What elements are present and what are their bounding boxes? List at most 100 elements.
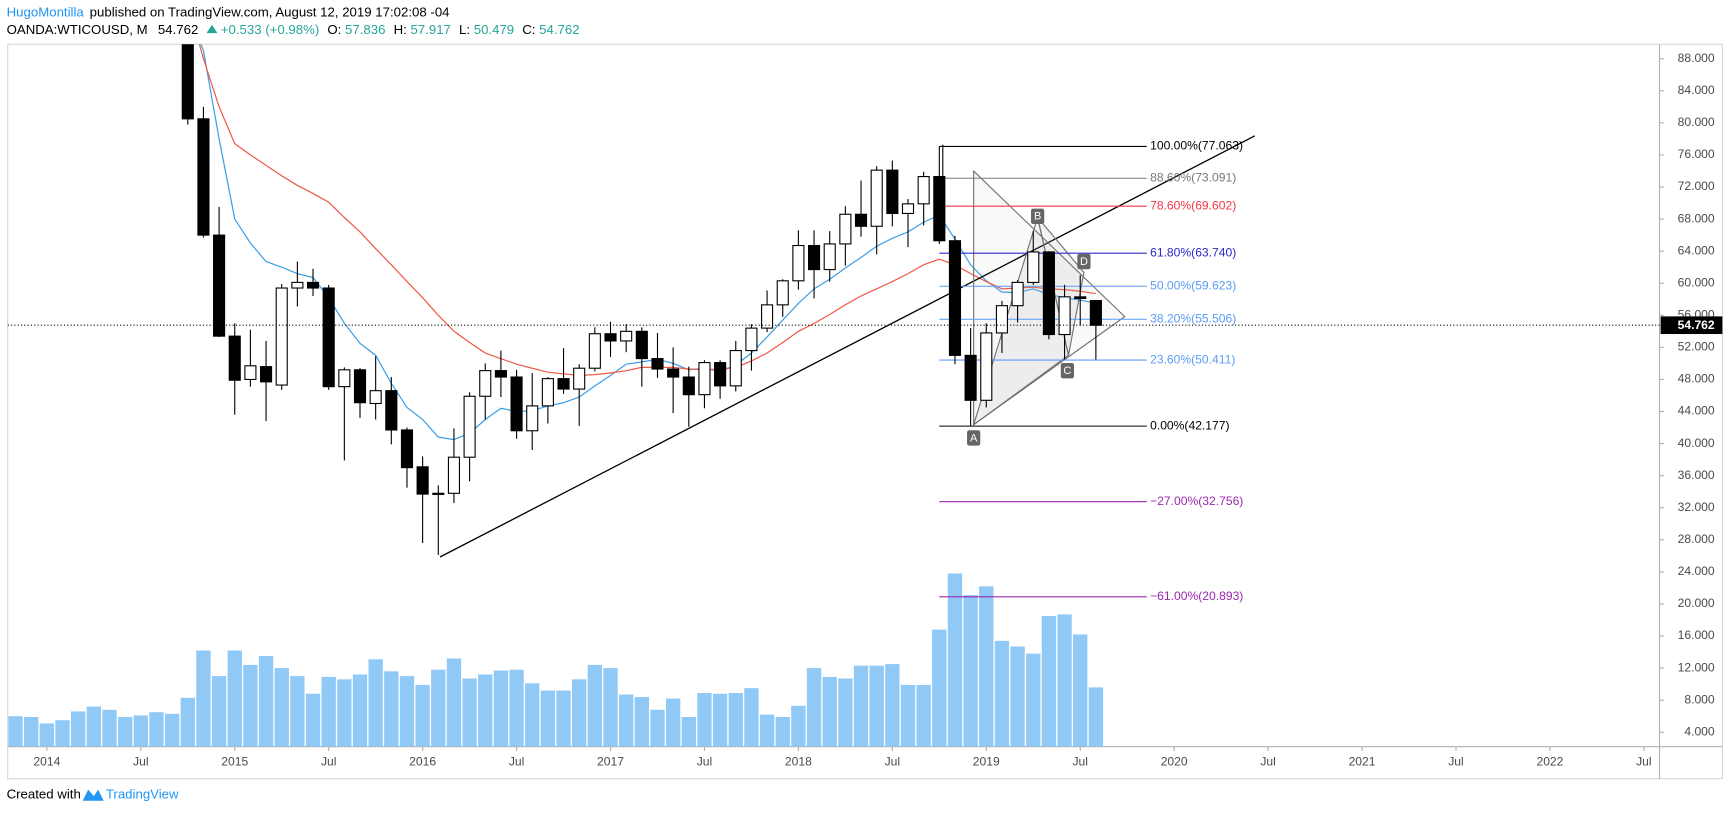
y-tick-label: 88.000 bbox=[1678, 51, 1715, 65]
x-tick-label: 2020 bbox=[1161, 754, 1188, 768]
fib-label: 0.00%(42.177) bbox=[1150, 418, 1229, 432]
volume-bar bbox=[619, 694, 634, 747]
candle-body bbox=[479, 370, 492, 397]
volume-bar bbox=[196, 650, 211, 747]
volume-bar bbox=[1088, 687, 1104, 747]
fib-label: 88.60%(73.091) bbox=[1150, 170, 1236, 184]
x-tick-label: 2014 bbox=[33, 754, 60, 768]
candle-body bbox=[839, 213, 852, 245]
fib-layer: 100.00%(77.063) 88.60%(73.091) 78.60%(69.6… bbox=[939, 139, 1243, 603]
x-tick-label: Jul bbox=[885, 754, 900, 768]
volume-bar bbox=[681, 717, 696, 747]
y-tick-label: 60.000 bbox=[1678, 275, 1715, 289]
volume-bar bbox=[227, 650, 242, 747]
volume-bar bbox=[24, 717, 39, 747]
symbol: OANDA:WTICOUSD, M bbox=[7, 21, 148, 36]
fib-label: 50.00%(59.623) bbox=[1150, 278, 1236, 292]
candle-body bbox=[917, 176, 930, 205]
candle-body bbox=[541, 378, 554, 407]
candle-body bbox=[291, 281, 304, 289]
volume-bar bbox=[274, 668, 289, 747]
x-tick-label: Jul bbox=[1072, 754, 1087, 768]
y-tick-label: 84.000 bbox=[1678, 83, 1715, 97]
volume-bar bbox=[102, 709, 117, 747]
change: +0.533 (+0.98%) bbox=[221, 21, 319, 36]
volume-bar bbox=[368, 659, 383, 747]
candle-body bbox=[494, 370, 507, 378]
y-tick-label: 64.000 bbox=[1678, 243, 1715, 257]
volume-bar bbox=[885, 664, 900, 747]
last-price-badge bbox=[1660, 316, 1723, 335]
fib-label: 23.60%(50.411) bbox=[1150, 352, 1235, 366]
volume-bar bbox=[540, 690, 556, 747]
last-price-label: 54.762 bbox=[1678, 318, 1715, 332]
volume-bar bbox=[431, 669, 446, 747]
volume-bar bbox=[71, 711, 86, 747]
candle-body bbox=[729, 350, 742, 387]
candle-body bbox=[714, 362, 727, 387]
volume-bar bbox=[900, 684, 916, 747]
candle-body bbox=[635, 330, 648, 360]
y-tick-label: 48.000 bbox=[1678, 372, 1715, 386]
pattern-badge bbox=[1077, 253, 1091, 270]
axes: 4.000 8.000 12.000 16.000 20.000 24.000 28.000… bbox=[33, 51, 1723, 768]
candle-body bbox=[573, 367, 586, 390]
candle-body bbox=[557, 378, 570, 390]
volume-bar bbox=[744, 688, 759, 747]
ohlc-label: C: bbox=[522, 21, 535, 36]
volume-bar bbox=[243, 664, 258, 747]
volume-layer bbox=[8, 573, 1104, 747]
candle-body bbox=[181, 44, 194, 120]
volume-bar bbox=[916, 684, 931, 747]
candle-layer bbox=[181, 44, 1102, 556]
candle-body bbox=[745, 327, 758, 352]
volume-bar bbox=[290, 676, 305, 747]
pattern-badge bbox=[967, 430, 981, 446]
volume-bar bbox=[133, 715, 148, 747]
pattern-labels: A B C D bbox=[967, 208, 1091, 446]
volume-bar bbox=[572, 679, 587, 747]
y-tick-label: 4.000 bbox=[1684, 724, 1715, 738]
volume-bar bbox=[728, 692, 743, 747]
volume-bar bbox=[509, 669, 524, 747]
candle-body bbox=[463, 395, 476, 458]
y-tick-label: 20.000 bbox=[1678, 596, 1715, 610]
volume-bar bbox=[164, 713, 180, 747]
volume-bar bbox=[305, 693, 321, 747]
x-tick-label: 2019 bbox=[973, 754, 1000, 768]
volume-bar bbox=[149, 712, 164, 747]
frame bbox=[7, 43, 1723, 780]
volume-bar bbox=[963, 595, 978, 747]
volume-bar bbox=[1026, 653, 1041, 747]
volume-bar bbox=[1057, 614, 1072, 747]
candle-body bbox=[1027, 251, 1040, 283]
author[interactable]: HugoMontilla bbox=[7, 4, 85, 19]
candle-body bbox=[259, 366, 273, 383]
volume-bar bbox=[556, 690, 571, 747]
candle-body bbox=[604, 333, 617, 342]
volume-bar bbox=[446, 658, 462, 747]
volume-bar bbox=[587, 664, 603, 747]
candle-body bbox=[761, 304, 774, 329]
candle-body bbox=[933, 176, 946, 242]
volume-bar bbox=[117, 717, 133, 747]
fib-label: 61.80%(63.740) bbox=[1150, 245, 1236, 259]
candle-body bbox=[776, 280, 789, 306]
ohlc-label: L: bbox=[459, 21, 470, 36]
volume-bar bbox=[712, 693, 728, 747]
y-tick-label: 28.000 bbox=[1678, 532, 1715, 546]
candle-body bbox=[432, 492, 445, 495]
fib-label: 38.20%(55.506) bbox=[1150, 311, 1236, 325]
volume-bar bbox=[415, 684, 430, 747]
volume-bar bbox=[650, 709, 665, 747]
trend-line bbox=[439, 135, 1256, 558]
pattern-label: D bbox=[1080, 256, 1088, 268]
volume-bar bbox=[478, 674, 493, 747]
candle-body bbox=[338, 369, 351, 388]
brand[interactable]: TradingView bbox=[106, 787, 179, 802]
volume-bar bbox=[869, 665, 884, 747]
volume-bar bbox=[634, 696, 649, 747]
volume-bar bbox=[932, 629, 947, 747]
candle-body bbox=[228, 335, 241, 381]
